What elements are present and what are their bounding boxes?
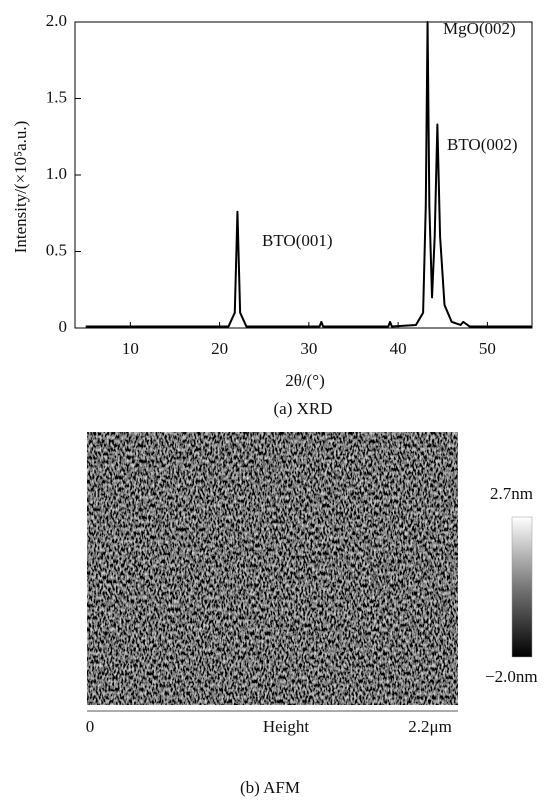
plot-frame [74, 21, 533, 329]
y-tick-label: 0.5 [46, 240, 67, 259]
colorbar-max: 2.7nm [490, 484, 533, 503]
x-axis-label: 2θ/(°) [285, 371, 325, 390]
xrd-line [85, 21, 532, 328]
y-tick-label: 1.0 [46, 164, 67, 183]
afm-axis-start: 0 [86, 717, 95, 736]
annotation: BTO(002) [447, 135, 518, 154]
y-tick-label: 1.5 [46, 87, 67, 106]
x-tick-label: 40 [390, 339, 407, 358]
afm-axis-end: 2.2μm [408, 717, 452, 736]
y-tick-label: 2.0 [46, 11, 67, 30]
colorbar [511, 516, 533, 658]
caption: (b) AFM [240, 778, 300, 797]
y-tick-label: 0 [59, 317, 68, 336]
afm-image [87, 432, 458, 705]
caption: (a) XRD [273, 399, 332, 418]
x-tick-label: 50 [479, 339, 496, 358]
annotation: MgO(002) [443, 19, 516, 38]
x-tick-label: 30 [300, 339, 317, 358]
annotation: BTO(001) [262, 231, 333, 250]
afm-axis-label: Height [263, 717, 310, 736]
x-tick-label: 20 [211, 339, 228, 358]
colorbar-min: −2.0nm [485, 667, 538, 686]
y-axis-label: Intensity/(×10⁵a.u.) [11, 121, 30, 254]
x-tick-label: 10 [122, 339, 139, 358]
